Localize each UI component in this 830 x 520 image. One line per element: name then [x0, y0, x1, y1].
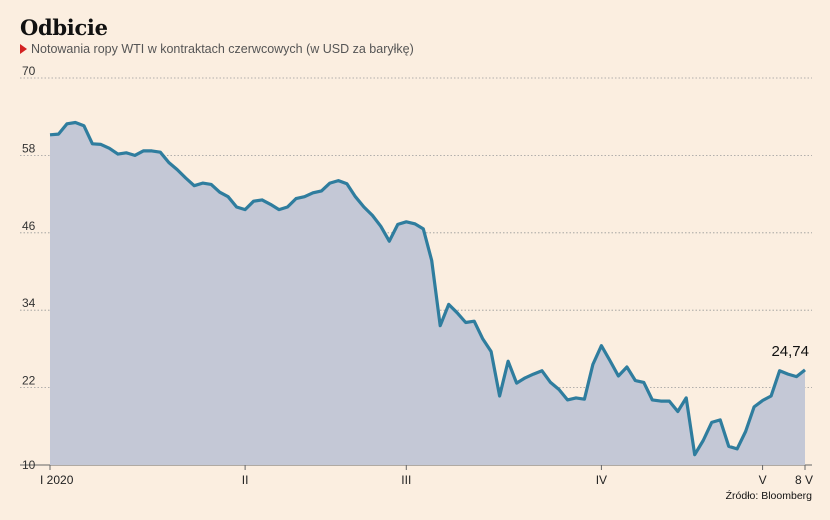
x-tick-label-0: I 2020: [40, 473, 74, 487]
triangle-marker-icon: [20, 44, 27, 54]
chart-title: Odbicie: [20, 15, 108, 40]
y-tick-label-22: 22: [22, 374, 36, 388]
y-tick-label-70: 70: [22, 64, 36, 78]
y-tick-label-58: 58: [22, 141, 36, 155]
y-tick-labels: 10 22 34 46 58 70: [22, 64, 36, 472]
price-series-line: [49, 120, 806, 457]
chart-subtitle-text: Notowania ropy WTI w kontraktach czerwco…: [31, 42, 414, 56]
x-tick-label-4: V: [759, 473, 767, 487]
x-tick-labels: I 2020 II III IV V 8 V: [40, 465, 813, 487]
x-tick-label-1: II: [242, 473, 249, 487]
x-tick-label-3: IV: [596, 473, 607, 487]
x-tick-label-2: III: [401, 473, 411, 487]
x-tick-label-5: 8 V: [795, 473, 813, 487]
y-tick-label-10: 10: [22, 458, 36, 472]
last-value-label: 24,74: [771, 343, 809, 360]
price-area: [50, 122, 805, 465]
source-note: Źródło: Bloomberg: [725, 490, 812, 502]
chart-subtitle: Notowania ropy WTI w kontraktach czerwco…: [20, 42, 414, 56]
y-tick-label-46: 46: [22, 219, 36, 233]
y-tick-label-34: 34: [22, 296, 36, 310]
